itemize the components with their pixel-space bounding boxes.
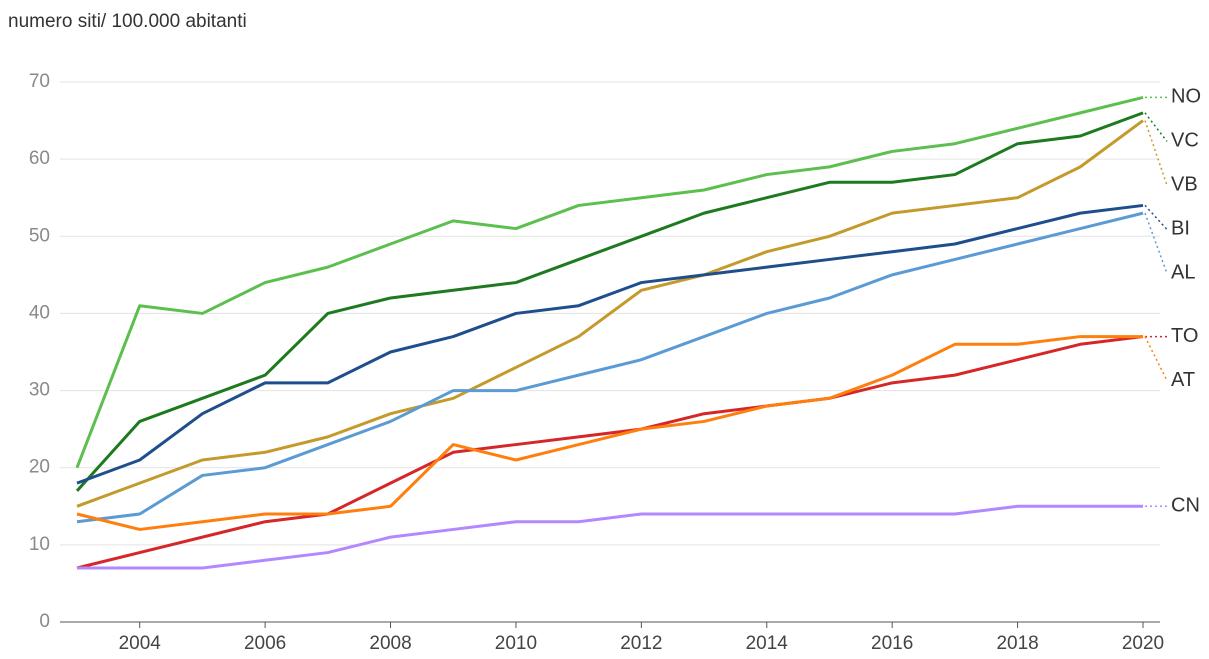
x-tick-label: 2006 [244, 633, 286, 654]
series-label: NO [1171, 86, 1201, 108]
y-tick-label: 50 [29, 225, 50, 246]
x-tick-label: 2020 [1122, 633, 1164, 654]
x-tick-label: 2018 [996, 633, 1038, 654]
series-label: CN [1171, 495, 1200, 517]
series-label: VC [1171, 130, 1199, 152]
series-label: TO [1171, 325, 1198, 347]
y-tick-label: 0 [39, 611, 50, 632]
y-tick-label: 20 [29, 457, 50, 478]
series-line [77, 504, 1143, 570]
series-line [76, 211, 1144, 524]
x-tick-label: 2012 [620, 633, 662, 654]
x-tick-label: 2014 [746, 633, 789, 654]
series-line [76, 335, 1143, 531]
chart-title: numero siti/ 100.000 abitanti [8, 11, 247, 32]
label-leader [1144, 204, 1168, 230]
x-tick-label: 2004 [119, 633, 162, 654]
label-leader [1144, 336, 1168, 381]
label-leader [1144, 112, 1168, 142]
label-leader [1144, 120, 1168, 186]
series-label: AT [1171, 369, 1195, 391]
series-label: VB [1171, 174, 1198, 196]
series-line [75, 95, 1144, 469]
series-label: AL [1171, 262, 1195, 284]
series-line [75, 111, 1144, 492]
series-line [76, 335, 1144, 570]
x-tick-label: 2010 [495, 633, 537, 654]
series-line [76, 119, 1144, 508]
y-tick-label: 30 [29, 380, 50, 401]
series-line [76, 203, 1144, 485]
label-leader [1144, 212, 1168, 274]
y-tick-label: 70 [29, 71, 50, 92]
series-label: BI [1171, 218, 1190, 240]
y-tick-label: 10 [29, 534, 50, 555]
x-tick-label: 2016 [871, 633, 913, 654]
y-tick-label: 60 [29, 148, 50, 169]
x-tick-label: 2008 [369, 633, 411, 654]
y-tick-label: 40 [29, 302, 50, 323]
